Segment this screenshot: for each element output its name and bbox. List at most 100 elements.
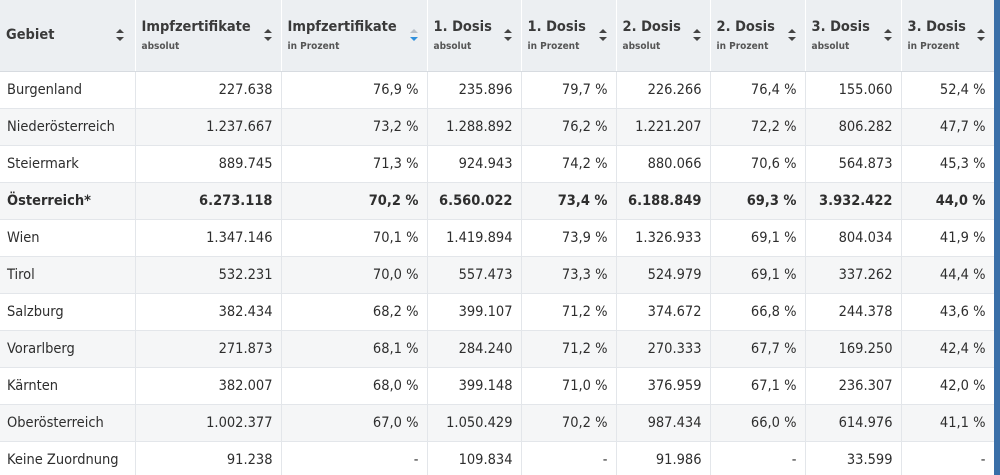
table-cell: 71,2 % [521, 293, 617, 331]
column-title: 3. Dosis [811, 18, 870, 35]
table-cell: 924.943 [427, 145, 522, 183]
sort-up-arrow [883, 29, 892, 34]
table-cell: 70,1 % [281, 219, 428, 257]
table-cell: 44,4 % [901, 256, 994, 294]
table-cell: 66,0 % [710, 404, 806, 442]
column-header-2[interactable]: Impfzertifikate in Prozent [281, 0, 428, 72]
table-cell: 91.238 [135, 441, 282, 475]
table-cell: 42,4 % [901, 330, 994, 368]
table-cell: 382.007 [135, 367, 282, 405]
table-cell: 66,8 % [710, 293, 806, 331]
region-name: Burgenland [0, 71, 136, 109]
table-cell: 43,6 % [901, 293, 994, 331]
table-cell: 1.326.933 [616, 219, 711, 257]
table-cell: 109.834 [427, 441, 522, 475]
column-header-4[interactable]: 1. Dosis in Prozent [521, 0, 617, 72]
column-header-1[interactable]: Impfzertifikate absolut [135, 0, 282, 72]
column-title: 3. Dosis [907, 18, 966, 35]
sort-icon[interactable] [883, 28, 893, 42]
table-cell: 67,7 % [710, 330, 806, 368]
sort-icon[interactable] [598, 28, 608, 42]
sort-up-arrow [503, 29, 512, 34]
region-name: Keine Zuordnung [0, 441, 136, 475]
table-cell: 44,0 % [901, 182, 994, 220]
column-header-5[interactable]: 2. Dosis absolut [616, 0, 711, 72]
table-row: Oberösterreich 1.002.377 67,0 % 1.050.429 70… [0, 404, 994, 442]
region-name: Steiermark [0, 145, 136, 183]
column-header-3[interactable]: 1. Dosis absolut [427, 0, 522, 72]
sort-up-arrow [598, 29, 607, 34]
table-cell: 227.638 [135, 71, 282, 109]
table-cell: 270.333 [616, 330, 711, 368]
table-cell: 284.240 [427, 330, 522, 368]
sort-icon[interactable] [787, 28, 797, 42]
table-cell: 557.473 [427, 256, 522, 294]
table-cell: 376.959 [616, 367, 711, 405]
table-cell: 236.307 [805, 367, 902, 405]
table-cell: 71,0 % [521, 367, 617, 405]
sort-down-arrow [503, 37, 512, 42]
region-name: Wien [0, 219, 136, 257]
table-cell: 52,4 % [901, 71, 994, 109]
sort-icon[interactable] [263, 28, 273, 42]
table-body: Burgenland 227.638 76,9 % 235.896 79,7 % 226.… [0, 71, 994, 475]
table-cell: 271.873 [135, 330, 282, 368]
scrollbar[interactable] [994, 0, 1000, 475]
table-cell: 72,2 % [710, 108, 806, 146]
table-row: Kärnten 382.007 68,0 % 399.148 71,0 % 376.959… [0, 367, 994, 405]
table-cell: 76,4 % [710, 71, 806, 109]
table-cell: 614.976 [805, 404, 902, 442]
table-cell: 68,2 % [281, 293, 428, 331]
table-cell: 70,6 % [710, 145, 806, 183]
table-row: Wien 1.347.146 70,1 % 1.419.894 73,9 % 1.326.… [0, 219, 994, 257]
header-row: Gebiet Impfzertifikate absolut Impfzertifik… [0, 0, 994, 72]
table-cell: 6.188.849 [616, 182, 711, 220]
table-cell: 399.148 [427, 367, 522, 405]
table-cell: 1.050.429 [427, 404, 522, 442]
column-title: Gebiet [6, 26, 55, 43]
table-cell: 889.745 [135, 145, 282, 183]
sort-icon[interactable] [115, 28, 125, 42]
table-cell: 69,1 % [710, 219, 806, 257]
column-header-6[interactable]: 2. Dosis in Prozent [710, 0, 806, 72]
sort-down-arrow [263, 37, 272, 42]
column-header-7[interactable]: 3. Dosis absolut [805, 0, 902, 72]
table-row: Österreich* 6.273.118 70,2 % 6.560.022 73,4 … [0, 182, 994, 220]
region-name: Tirol [0, 256, 136, 294]
table-cell: 71,3 % [281, 145, 428, 183]
column-title: 1. Dosis [433, 18, 492, 35]
sort-down-arrow [692, 37, 701, 42]
column-subtitle: absolut [433, 40, 472, 52]
table-row: Burgenland 227.638 76,9 % 235.896 79,7 % 226.… [0, 71, 994, 109]
sort-up-arrow [115, 29, 124, 34]
table-cell: 69,1 % [710, 256, 806, 294]
table-cell: 68,1 % [281, 330, 428, 368]
table-cell: 1.419.894 [427, 219, 522, 257]
table-cell: 6.560.022 [427, 182, 522, 220]
table-cell: 244.378 [805, 293, 902, 331]
table-cell: 71,2 % [521, 330, 617, 368]
table-cell: 1.288.892 [427, 108, 522, 146]
column-header-gebiet[interactable]: Gebiet [0, 0, 136, 72]
table-cell: - [710, 441, 806, 475]
table-cell: 73,3 % [521, 256, 617, 294]
sort-icon[interactable] [503, 28, 513, 42]
table-cell: 47,7 % [901, 108, 994, 146]
table-row: Salzburg 382.434 68,2 % 399.107 71,2 % 374.67… [0, 293, 994, 331]
table-cell: 41,1 % [901, 404, 994, 442]
table-cell: 1.237.667 [135, 108, 282, 146]
sort-icon[interactable] [692, 28, 702, 42]
sort-down-arrow [409, 37, 418, 42]
table-cell: 41,9 % [901, 219, 994, 257]
column-subtitle: absolut [811, 40, 850, 52]
sort-desc-icon[interactable] [409, 28, 419, 42]
table-cell: 73,2 % [281, 108, 428, 146]
column-title: 1. Dosis [527, 18, 586, 35]
column-title: 2. Dosis [622, 18, 681, 35]
column-header-8[interactable]: 3. Dosis in Prozent [901, 0, 994, 72]
sort-icon[interactable] [976, 28, 986, 42]
table-cell: 1.347.146 [135, 219, 282, 257]
table-cell: 399.107 [427, 293, 522, 331]
